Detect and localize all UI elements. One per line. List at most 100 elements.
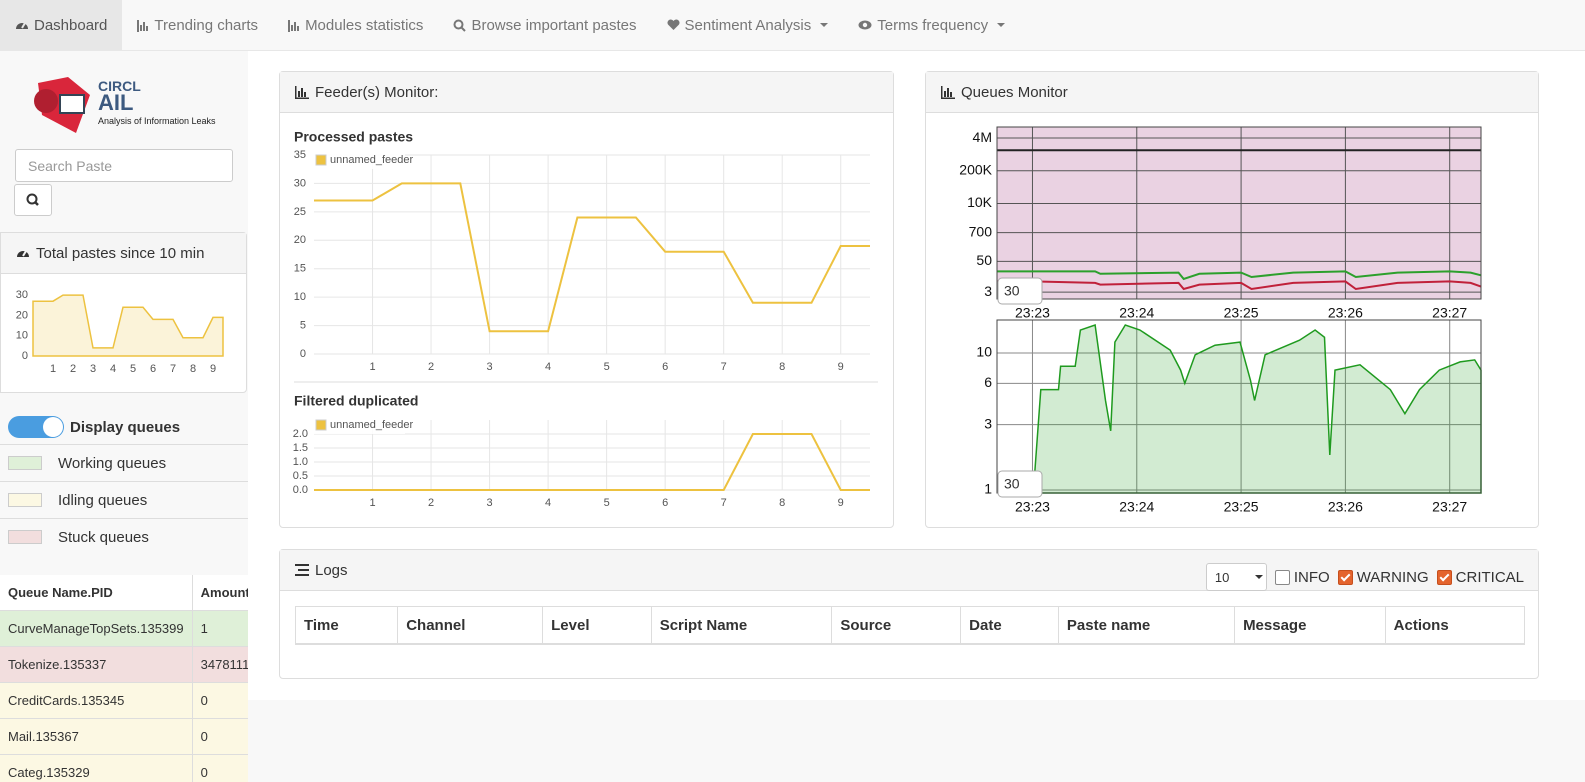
logo-org: CIRCL <box>98 78 141 94</box>
panel-heading: Logs 10 INFO WARNING CRITICAL <box>280 550 1538 591</box>
checkbox[interactable] <box>1274 569 1290 585</box>
level-filters: INFO WARNING CRITICAL <box>1267 569 1524 586</box>
nav-label: Modules statistics <box>305 16 424 34</box>
panel-heading: Queues Monitor <box>926 72 1538 113</box>
legend-row: Working queues <box>0 444 248 481</box>
legend-row: Stuck queues <box>0 518 248 555</box>
nav-label: Trending charts <box>154 16 259 34</box>
table-row: Mail.135367 0 <box>0 718 248 755</box>
toggle-label: Display queues <box>70 419 181 436</box>
legend-swatch <box>8 530 42 544</box>
logs-panel: Logs 10 INFO WARNING CRITICAL Time Channel L… <box>279 549 1539 679</box>
logo-name: AIL <box>98 90 133 115</box>
cell: 0 <box>192 754 248 782</box>
checkbox[interactable] <box>1436 569 1452 585</box>
legend-label: Working queues <box>58 454 167 472</box>
search-input[interactable]: Search Paste <box>15 149 233 182</box>
log-table-wrap: Time Channel Level Script Name Source Date Pas… <box>294 606 1526 645</box>
queue-table: Queue Name.PID Amount CurveManageTopSets.1… <box>0 575 248 782</box>
panel-heading: Feeder(s) Monitor: <box>280 72 893 113</box>
header-cell: Queue Name.PID <box>0 575 193 611</box>
toggle[interactable] <box>8 416 64 438</box>
cell: Tokenize.135337 <box>0 646 193 683</box>
nav-item[interactable]: Sentiment Analysis <box>652 0 844 50</box>
icon <box>453 19 467 32</box>
main: Feeder(s) Monitor: Queues Monitor Logs 1… <box>248 51 1585 700</box>
select-value: 10 <box>1214 569 1230 585</box>
cell: 3478111 <box>192 646 248 683</box>
column-header: Message <box>1234 606 1386 645</box>
icon <box>295 85 309 99</box>
page-size-select[interactable]: 10 <box>1205 563 1267 591</box>
panel-title: Total pastes since 10 min <box>36 244 205 262</box>
nav-label: Sentiment Analysis <box>684 16 812 34</box>
table-header: Queue Name.PID Amount <box>0 575 248 611</box>
feeder-panel: Feeder(s) Monitor: <box>279 71 894 528</box>
legend-swatch <box>8 493 42 507</box>
icon <box>16 22 28 29</box>
icon <box>288 19 300 32</box>
column-header: Level <box>542 606 652 645</box>
nav-item[interactable]: Dashboard <box>0 0 123 50</box>
icon <box>17 250 29 257</box>
header-cell: Amount <box>192 575 248 611</box>
column-header: Channel <box>397 606 544 645</box>
cell: CreditCards.135345 <box>0 682 193 719</box>
cell: CurveManageTopSets.135399 <box>0 610 193 647</box>
panel-title: Queues Monitor <box>961 83 1068 101</box>
table-row: Categ.135329 0 <box>0 754 248 782</box>
column-header: Actions <box>1384 606 1526 645</box>
sidebar: CIRCL AIL Analysis of Information Leaks … <box>0 51 248 782</box>
panel-title: Logs <box>315 561 348 579</box>
legend-swatch <box>8 456 42 470</box>
filter-label: CRITICAL <box>1455 568 1524 586</box>
icon <box>137 19 149 32</box>
cell: Mail.135367 <box>0 718 193 755</box>
column-header: Source <box>831 606 962 645</box>
legend-row: Idling queues <box>0 481 248 518</box>
queue-table-wrap: Queue Name.PID Amount CurveManageTopSets.1… <box>0 575 248 782</box>
column-header: Script Name <box>650 606 833 645</box>
icon <box>941 85 955 99</box>
icon <box>858 20 872 30</box>
column-header: Date <box>960 606 1059 645</box>
level-filter[interactable]: CRITICAL <box>1436 568 1524 586</box>
legend-label: Stuck queues <box>58 528 149 546</box>
table-row: CreditCards.135345 0 <box>0 682 248 719</box>
legend-label: Idling queues <box>58 491 148 509</box>
queue-legend: Working queues Idling queues Stuck queues <box>0 444 248 555</box>
nav-item[interactable]: Browse important pastes <box>438 0 651 50</box>
nav-item[interactable]: Trending charts <box>122 0 273 50</box>
table-row: Tokenize.135337 3478111 <box>0 646 248 683</box>
nav-label: Terms frequency <box>877 16 989 34</box>
nav-item[interactable]: Modules statistics <box>273 0 438 50</box>
queues-panel: Queues Monitor <box>925 71 1539 528</box>
panel-title: Feeder(s) Monitor: <box>315 83 439 101</box>
cell: 1 <box>192 610 248 647</box>
panel-heading: Total pastes since 10 min <box>1 233 246 274</box>
nav-label: Dashboard <box>34 16 108 34</box>
icon <box>26 193 39 206</box>
level-filter[interactable]: WARNING <box>1337 568 1429 586</box>
column-header: Time <box>294 606 399 645</box>
logo-tagline: Analysis of Information Leaks <box>98 116 216 126</box>
cell: 0 <box>192 682 248 719</box>
filter-label: INFO <box>1293 568 1330 586</box>
checkbox[interactable] <box>1337 569 1353 585</box>
search-button[interactable] <box>14 184 52 216</box>
cell: Categ.135329 <box>0 754 193 782</box>
log-table: Time Channel Level Script Name Source Date Pas… <box>294 606 1526 645</box>
icon <box>295 564 309 576</box>
total-pastes-panel: Total pastes since 10 min <box>0 232 247 393</box>
nav-item[interactable]: Terms frequency <box>843 0 1020 50</box>
level-filter[interactable]: INFO <box>1274 568 1330 586</box>
logo: CIRCL AIL Analysis of Information Leaks <box>34 77 216 133</box>
table-row: CurveManageTopSets.135399 1 <box>0 610 248 647</box>
filter-label: WARNING <box>1356 568 1429 586</box>
cell: 0 <box>192 718 248 755</box>
navbar: Dashboard Trending charts Modules statis… <box>0 0 1585 51</box>
column-header: Paste name <box>1057 606 1236 645</box>
icon <box>667 19 680 30</box>
nav-label: Browse important pastes <box>471 16 637 34</box>
